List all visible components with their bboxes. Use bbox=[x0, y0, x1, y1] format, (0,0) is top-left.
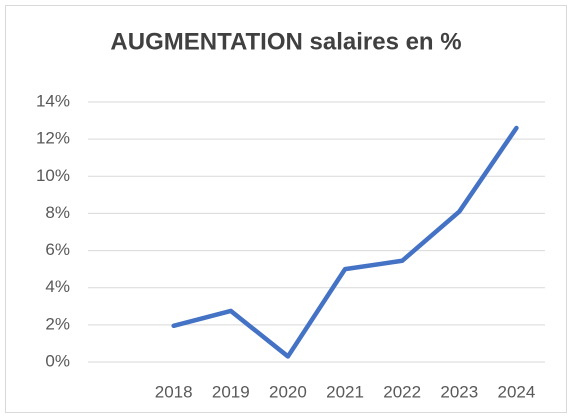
y-tick-label: 4% bbox=[45, 277, 70, 296]
x-tick-label: 2018 bbox=[155, 382, 193, 401]
y-tick-label: 8% bbox=[45, 203, 70, 222]
y-tick-label: 14% bbox=[36, 91, 70, 110]
chart-border bbox=[5, 5, 567, 413]
x-tick-label: 2019 bbox=[212, 382, 250, 401]
y-tick-label: 0% bbox=[45, 351, 70, 370]
x-tick-label: 2023 bbox=[440, 382, 478, 401]
x-tick-label: 2024 bbox=[498, 382, 536, 401]
x-tick-label: 2022 bbox=[383, 382, 421, 401]
x-tick-label: 2021 bbox=[326, 382, 364, 401]
chart-title: AUGMENTATION salaires en % bbox=[110, 28, 461, 55]
y-tick-label: 10% bbox=[36, 166, 70, 185]
y-tick-label: 2% bbox=[45, 314, 70, 333]
data-line bbox=[171, 125, 519, 359]
y-tick-label: 6% bbox=[45, 240, 70, 259]
x-tick-label: 2020 bbox=[269, 382, 307, 401]
y-tick-label: 12% bbox=[36, 129, 70, 148]
